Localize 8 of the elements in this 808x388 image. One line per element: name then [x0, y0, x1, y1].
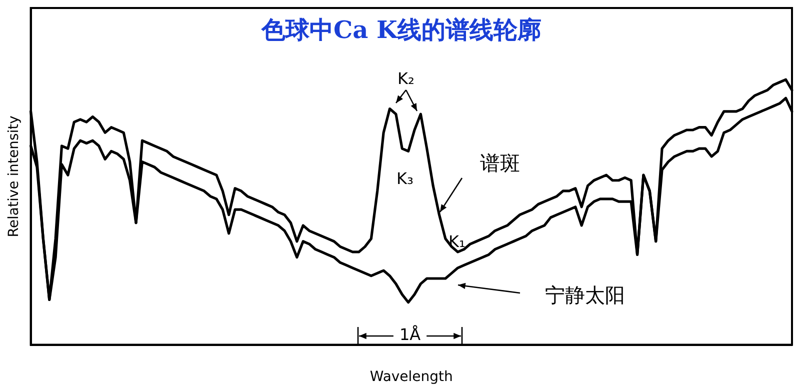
series-label: 谱斑: [480, 151, 520, 176]
x-axis-title: Wavelength: [370, 369, 453, 386]
legend-label: 宁静太阳: [545, 283, 625, 308]
y-axis-title: Relative intensity: [6, 116, 22, 238]
chart-title: 色球中Ca K线的谱线轮廓: [260, 15, 542, 44]
annotation: K₂: [398, 69, 414, 88]
annotation: 1Å: [399, 325, 421, 344]
annotation: K₃: [396, 169, 414, 188]
